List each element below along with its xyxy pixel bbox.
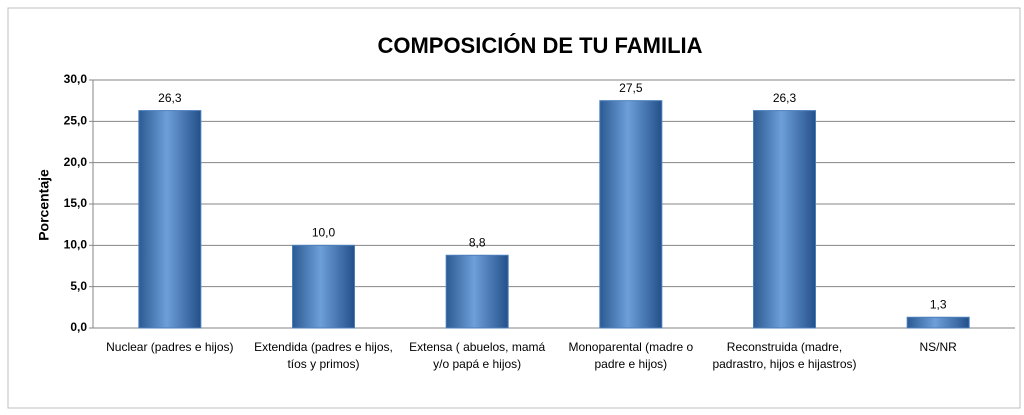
value-label: 26,3: [158, 91, 182, 105]
y-tick-label: 30,0: [64, 72, 88, 86]
y-tick-label: 25,0: [64, 114, 88, 128]
x-tick-label: Extensa ( abuelos, mamá y/o papá e hijos…: [409, 340, 546, 371]
y-tick-label: 10,0: [64, 238, 88, 252]
bar: [445, 254, 509, 329]
x-tick-label: Reconstruida (madre, padrastro, hijos e …: [712, 340, 857, 371]
y-tick-label: 0,0: [70, 320, 87, 334]
bar: [753, 110, 816, 329]
value-label: 10,0: [312, 226, 336, 240]
bar: [599, 100, 663, 329]
bar: [906, 316, 970, 329]
x-tick-label: Nuclear (padres e hijos): [106, 340, 234, 354]
value-label: 27,5: [619, 81, 643, 95]
y-tick-label: 5,0: [70, 279, 87, 293]
y-axis-label: Porcentaje: [36, 169, 52, 241]
value-label: 8,8: [469, 235, 486, 249]
x-tick-label: Monoparental (madre o padre e hijos): [568, 340, 694, 371]
x-tick-label: NS/NR: [919, 340, 957, 354]
chart-title: COMPOSICIÓN DE TU FAMILIA: [377, 33, 702, 58]
value-label: 26,3: [773, 91, 797, 105]
x-tick-label: Extendida (padres e hijos, tíos y primos…: [254, 340, 393, 371]
y-tick-label: 15,0: [64, 196, 88, 210]
bar: [138, 110, 202, 329]
bar: [292, 244, 355, 329]
y-tick-label: 20,0: [64, 155, 88, 169]
value-label: 1,3: [930, 297, 947, 311]
